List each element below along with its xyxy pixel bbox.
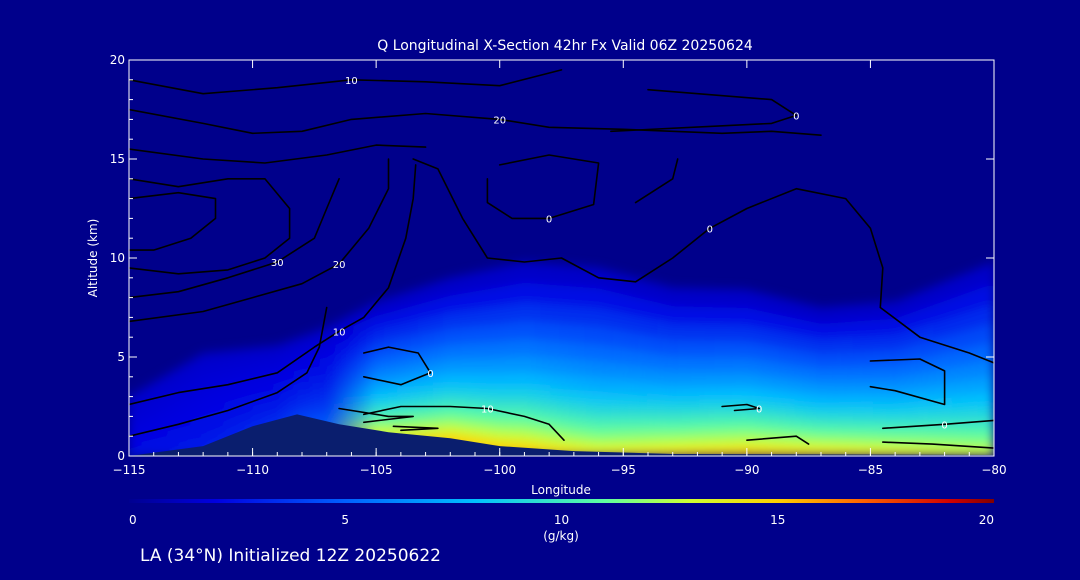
y-axis-label: Altitude (km) (86, 219, 100, 298)
contour-label: 30 (271, 258, 284, 269)
contour-label: 20 (333, 260, 346, 271)
contour-line (486, 154, 600, 220)
contour-line (746, 435, 810, 445)
contour-label: 0 (756, 405, 762, 416)
contour-line (129, 144, 427, 164)
contour-line (392, 425, 439, 432)
contour-line (129, 158, 390, 323)
colorbar-ticks: 0 5 10 15 20 (129, 513, 994, 527)
contour-line (634, 158, 679, 204)
contour-label: 0 (941, 420, 947, 431)
y-tick-label: 15 (110, 152, 125, 166)
x-tick-label: −110 (236, 463, 269, 477)
colorbar-gradient (129, 499, 994, 503)
humidity-fill (129, 262, 994, 456)
contour-line (129, 306, 328, 437)
contour-line (363, 346, 432, 386)
contour-line (338, 407, 414, 424)
y-axis: 0 5 10 15 20 (110, 53, 994, 463)
colorbar-tick-label: 5 (341, 513, 349, 527)
contour-label: 10 (481, 405, 494, 416)
x-axis-label: Longitude (531, 483, 591, 497)
contour-lines: 10 20 30 20 10 10 0 0 0 0 0 0 (129, 69, 994, 449)
chart-title: Q Longitudinal X-Section 42hr Fx Valid 0… (377, 38, 753, 54)
x-tick-label: −90 (734, 463, 759, 477)
contour-line (721, 403, 760, 412)
contour-line (412, 158, 994, 364)
contour-label: 0 (427, 369, 433, 380)
x-tick-label: −115 (113, 463, 146, 477)
colorbar: 0 5 10 15 20 (g/kg) (129, 499, 994, 543)
contour-label: 20 (493, 115, 506, 126)
contour-label: 10 (345, 76, 358, 87)
contour-line (129, 191, 217, 251)
y-tick-label: 5 (117, 350, 125, 364)
x-tick-label: −105 (360, 463, 393, 477)
colorbar-unit-label: (g/kg) (543, 529, 579, 543)
contour-label: 0 (546, 214, 552, 225)
contour-label: 0 (793, 111, 799, 122)
y-tick-label: 0 (117, 449, 125, 463)
contour-line (129, 164, 417, 406)
contour-line (882, 419, 994, 430)
contour-line (869, 358, 946, 406)
colorbar-tick-label: 10 (554, 513, 569, 527)
contour-label: 0 (707, 224, 713, 235)
y-tick-label: 20 (110, 53, 125, 67)
contour-line (363, 405, 565, 441)
colorbar-tick-label: 20 (979, 513, 994, 527)
x-tick-label: −85 (858, 463, 883, 477)
x-tick-label: −95 (611, 463, 636, 477)
footer-caption: LA (34°N) Initialized 12Z 20250622 (140, 546, 441, 566)
contour-line (882, 441, 994, 449)
y-tick-label: 10 (110, 251, 125, 265)
contour-line (129, 69, 563, 95)
x-tick-label: −100 (483, 463, 516, 477)
plot-area: 10 20 30 20 10 10 0 0 0 0 0 0 (128, 59, 995, 457)
contour-line (610, 88, 798, 133)
contour-label: 10 (333, 327, 346, 338)
colorbar-tick-label: 0 (129, 513, 137, 527)
x-axis: −115 −110 −105 −100 −95 −90 −85 −80 (113, 60, 1007, 477)
contour-line (129, 108, 822, 136)
contour-line (129, 178, 340, 299)
terrain-silhouette (129, 414, 994, 456)
x-tick-label: −80 (981, 463, 1006, 477)
colorbar-tick-label: 15 (770, 513, 785, 527)
contour-line (129, 178, 291, 275)
